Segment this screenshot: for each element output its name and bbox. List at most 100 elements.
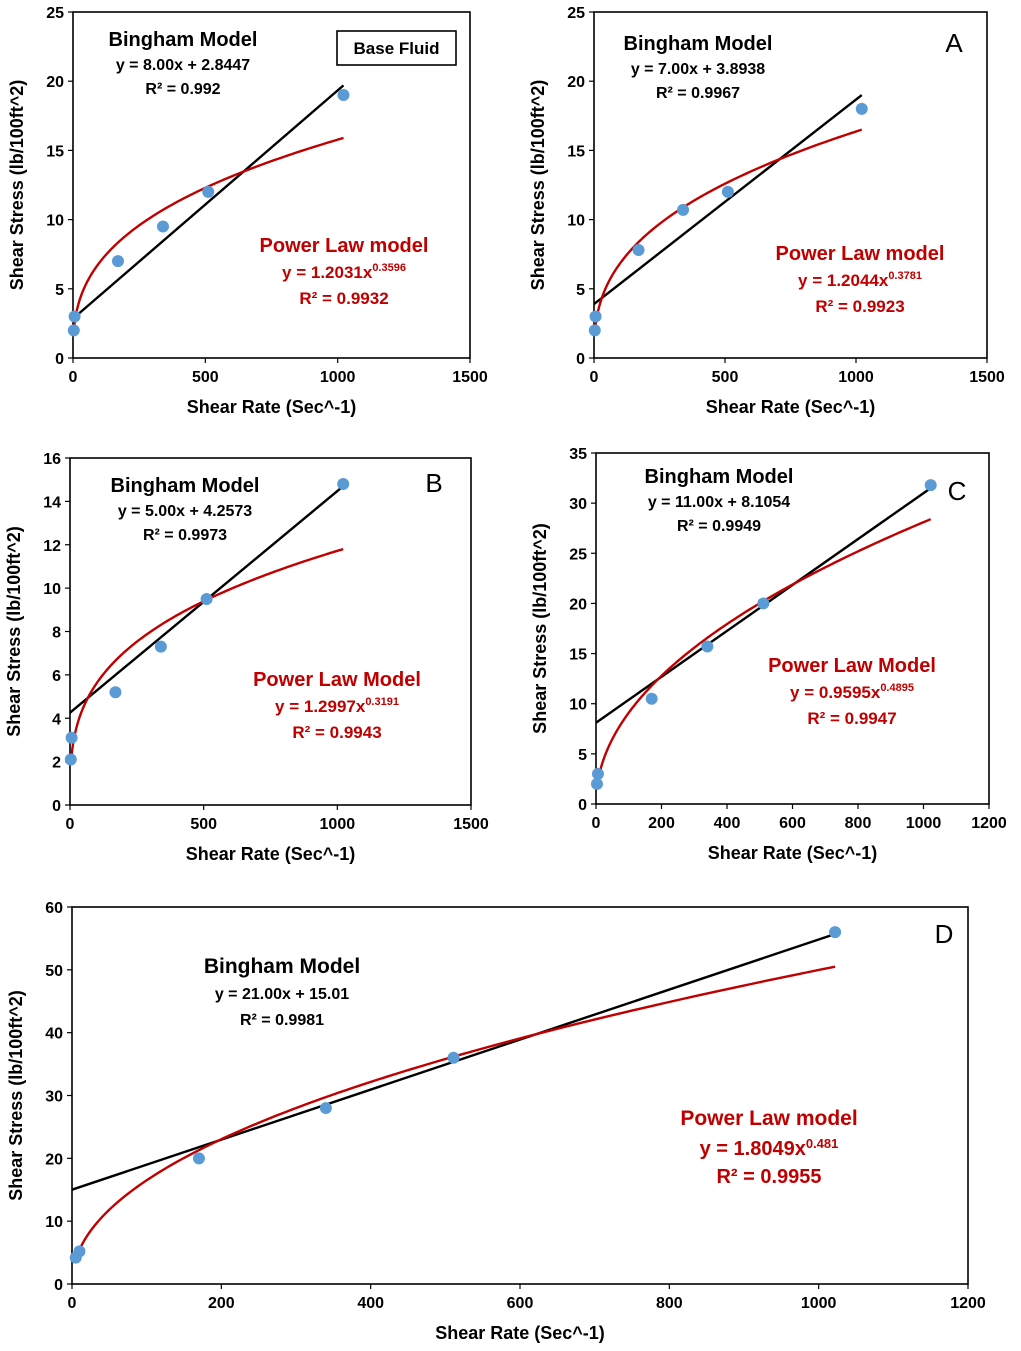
y-tick-label: 0 <box>54 1277 63 1294</box>
bingham-model-title: Bingham Model <box>624 33 773 55</box>
power-law-equation: y = 1.2997x0.3191 <box>275 696 399 716</box>
bingham-equation: y = 5.00x + 4.2573 <box>118 503 252 520</box>
power-law-r-squared: R² = 0.9932 <box>299 289 388 308</box>
x-axis-label: Shear Rate (Sec^-1) <box>187 397 357 417</box>
y-tick-label: 10 <box>45 1214 63 1231</box>
x-tick-label: 1500 <box>452 369 488 386</box>
bingham-fit-line <box>593 94 863 306</box>
bingham-fit-line <box>72 84 345 320</box>
chart-panel-a: 0 500 1000 1500 0 5 10 15 20 25 Shear Rate (Sec^-1… <box>528 5 1005 417</box>
x-tick-label: 0 <box>592 815 601 832</box>
power-law-equation: y = 1.8049x0.481 <box>700 1136 839 1160</box>
y-tick-label: 5 <box>576 282 585 299</box>
y-tick-label: 0 <box>576 351 585 368</box>
data-point <box>68 310 81 323</box>
y-tick-label: 12 <box>43 538 61 555</box>
power-law-equation-base: y = 1.2044x <box>798 271 889 290</box>
y-tick-label: 8 <box>52 625 61 642</box>
bingham-r-squared: R² = 0.9967 <box>656 85 740 102</box>
data-point <box>202 185 215 198</box>
y-axis-label: Shear Stress (lb/100ft^2) <box>530 523 550 734</box>
x-tick-label: 1000 <box>838 369 874 386</box>
y-tick-label: 10 <box>46 213 64 230</box>
data-point <box>721 185 734 198</box>
power-law-model-title: Power Law model <box>260 235 429 257</box>
power-law-exponent: 0.3191 <box>365 696 399 708</box>
x-tick-label: 600 <box>779 815 806 832</box>
data-point <box>590 777 603 790</box>
y-tick-label: 20 <box>45 1151 63 1168</box>
data-point <box>319 1102 332 1115</box>
x-tick-label: 200 <box>648 815 675 832</box>
data-point <box>156 220 169 233</box>
base-fluid-badge: Base Fluid <box>354 39 440 58</box>
x-tick-label: 0 <box>68 1295 77 1312</box>
data-point <box>337 478 350 491</box>
x-tick-label: 0 <box>66 816 75 833</box>
data-point <box>677 203 690 216</box>
data-point <box>67 324 80 337</box>
y-tick-label: 50 <box>45 963 63 980</box>
y-tick-label: 25 <box>46 5 64 22</box>
x-axis-label: Shear Rate (Sec^-1) <box>708 843 878 863</box>
y-tick-label: 20 <box>567 74 585 91</box>
bingham-model-title: Bingham Model <box>109 29 258 51</box>
data-point <box>588 324 601 337</box>
y-tick-label: 20 <box>46 74 64 91</box>
bingham-equation: y = 21.00x + 15.01 <box>215 986 349 1003</box>
x-tick-label: 500 <box>192 369 219 386</box>
power-law-exponent: 0.3781 <box>888 270 922 282</box>
bingham-model-title: Bingham Model <box>111 475 260 497</box>
x-tick-label: 1000 <box>320 369 356 386</box>
data-point <box>109 686 122 699</box>
power-law-equation-base: y = 1.2031x <box>282 263 373 282</box>
data-point <box>64 753 77 766</box>
y-tick-label: 16 <box>43 451 61 468</box>
power-law-equation-base: y = 1.8049x <box>700 1138 806 1160</box>
data-point <box>73 1245 86 1258</box>
power-law-fit-curve <box>595 518 932 788</box>
y-tick-label: 0 <box>55 351 64 368</box>
panel-label: D <box>935 919 954 949</box>
y-tick-label: 25 <box>569 546 587 563</box>
power-law-equation: y = 0.9595x0.4895 <box>790 682 914 702</box>
y-tick-label: 0 <box>52 798 61 815</box>
power-law-r-squared: R² = 0.9955 <box>716 1166 821 1188</box>
y-axis-label: Shear Stress (lb/100ft^2) <box>7 80 27 291</box>
power-law-exponent: 0.4895 <box>880 682 914 694</box>
y-tick-label: 15 <box>46 143 64 160</box>
bingham-equation: y = 7.00x + 3.8938 <box>631 61 765 78</box>
power-law-equation: y = 1.2031x0.3596 <box>282 262 406 282</box>
power-law-exponent: 0.3596 <box>372 262 406 274</box>
x-tick-label: 0 <box>69 369 78 386</box>
x-tick-label: 1000 <box>801 1295 837 1312</box>
data-point <box>829 926 842 939</box>
power-law-fit-curve <box>69 547 344 766</box>
data-point <box>111 255 124 268</box>
bingham-model-title: Bingham Model <box>204 955 360 978</box>
y-tick-label: 25 <box>567 5 585 22</box>
chart-panel-c: 0 200 400 600 800 1000 1200 0 5 10 15 20 25 30 35 Shear… <box>530 446 1007 863</box>
y-tick-label: 10 <box>43 581 61 598</box>
x-tick-label: 800 <box>845 815 872 832</box>
y-tick-label: 15 <box>569 647 587 664</box>
y-tick-label: 5 <box>578 747 587 764</box>
y-tick-label: 0 <box>578 797 587 814</box>
x-axis-label: Shear Rate (Sec^-1) <box>186 844 356 864</box>
x-tick-label: 400 <box>714 815 741 832</box>
data-point <box>447 1051 460 1064</box>
y-tick-label: 40 <box>45 1026 63 1043</box>
y-tick-label: 35 <box>569 446 587 463</box>
data-point <box>855 102 868 115</box>
data-point <box>924 479 937 492</box>
data-point <box>645 692 658 705</box>
data-point <box>337 89 350 102</box>
x-tick-label: 1000 <box>906 815 942 832</box>
y-tick-label: 6 <box>52 668 61 685</box>
power-law-fit-curve <box>74 965 836 1260</box>
x-tick-label: 600 <box>507 1295 534 1312</box>
y-tick-label: 30 <box>45 1089 63 1106</box>
bingham-r-squared: R² = 0.992 <box>145 81 220 98</box>
power-law-exponent: 0.481 <box>806 1136 839 1151</box>
x-tick-label: 1000 <box>320 816 356 833</box>
